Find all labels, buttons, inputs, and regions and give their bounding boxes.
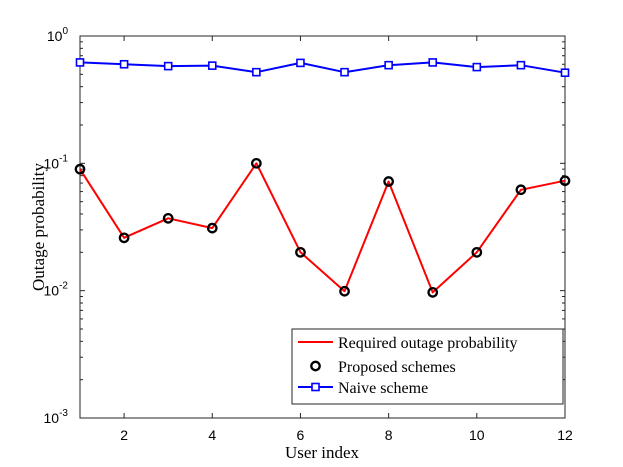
x-tick-label: 4 [208,427,216,443]
y-tick-label: 100 [47,26,69,44]
legend-label-required: Required outage probability [338,335,518,352]
point-naive-scheme [296,58,305,68]
point-proposed-schemes [515,184,527,196]
y-tick-label: 10-2 [44,281,69,299]
point-naive-scheme [560,68,570,77]
point-naive-scheme [384,60,393,70]
y-tick-labels: 100 10-1 10-2 10-3 [44,26,69,426]
y-tick-label: 10-1 [44,153,69,171]
point-naive-scheme [472,62,482,72]
x-tick-labels: 2 4 6 8 10 12 [120,427,573,443]
point-proposed-schemes [383,176,394,187]
point-naive-scheme [75,58,85,67]
point-naive-scheme [119,59,129,69]
axis-ticks [80,35,566,419]
point-naive-scheme [340,67,349,77]
legend-marker-naive [311,382,320,392]
point-naive-scheme [516,60,526,70]
data-series [74,58,571,298]
point-proposed-schemes [162,212,174,224]
series-line-naive-scheme [79,61,566,74]
legend-marker-proposed [310,360,321,372]
point-proposed-schemes [206,222,218,234]
x-tick-label: 10 [469,427,485,443]
legend-box [291,328,564,405]
point-proposed-schemes [251,157,262,169]
point-proposed-schemes [74,163,86,175]
point-proposed-schemes [427,287,439,298]
point-naive-scheme [207,61,217,70]
x-tick-label: 8 [385,427,393,443]
legend-label-proposed: Proposed schemes [338,359,456,376]
x-axis-label: User index [285,443,360,462]
legend-label-naive: Naive scheme [338,380,428,397]
point-naive-scheme [163,61,173,71]
y-tick-label: 10-3 [44,408,69,426]
point-proposed-schemes [118,232,130,244]
legend: Required outage probability Proposed sch… [291,328,564,405]
x-tick-label: 2 [120,427,128,443]
point-proposed-schemes [559,175,571,187]
point-naive-scheme [428,58,438,67]
y-axis-label: Outage probability [29,163,48,291]
point-naive-scheme [252,67,261,77]
point-proposed-schemes [471,246,483,258]
point-proposed-schemes [339,285,350,297]
point-proposed-schemes [295,246,306,258]
x-tick-label: 12 [557,427,573,443]
series-line-required-outage-probability [79,162,566,294]
x-tick-label: 6 [297,427,305,443]
